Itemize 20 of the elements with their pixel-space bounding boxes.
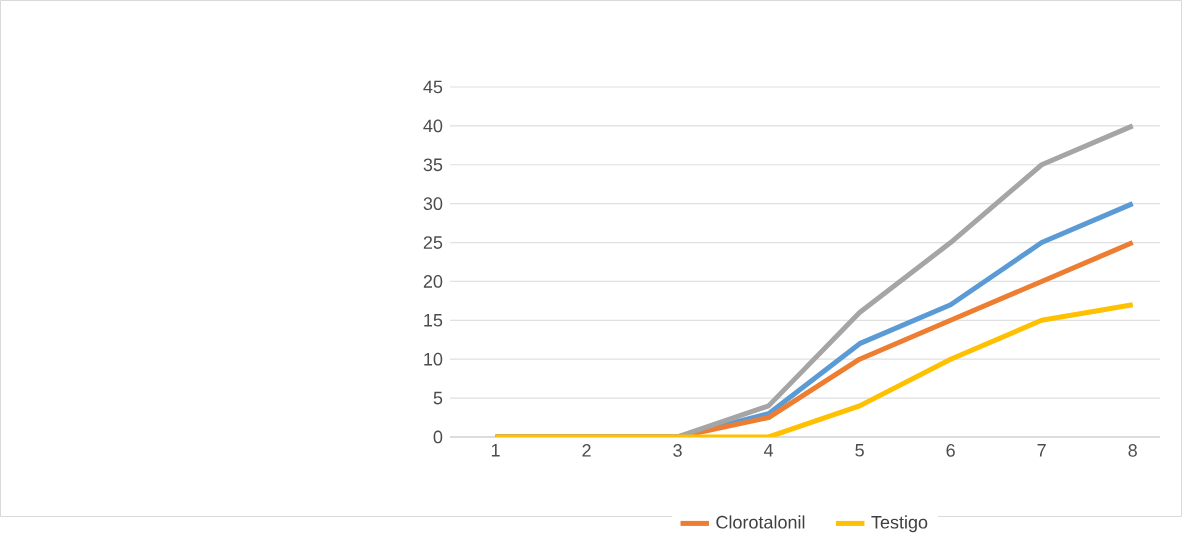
y-tick-label: 10 [424, 352, 443, 366]
x-tick-label: 2 [582, 443, 591, 457]
legend-label: Testigo [871, 515, 928, 532]
y-tick-label: 25 [423, 235, 443, 249]
y-tick-label: 20 [423, 274, 443, 288]
y-tick-label: 0 [433, 430, 443, 444]
y-tick-label: 5 [433, 391, 443, 405]
x-tick-label: 7 [1037, 443, 1046, 457]
y-tick-label: 40 [423, 119, 443, 133]
x-tick-label: 6 [946, 443, 955, 457]
x-tick-label: 5 [855, 443, 864, 457]
legend-label: Clorotalonil [716, 515, 805, 529]
y-tick-label: 30 [423, 197, 443, 210]
x-tick-label: 8 [1128, 443, 1137, 457]
x-tick-label: 1 [491, 443, 500, 457]
y-tick-label: 15 [424, 313, 443, 327]
x-tick-label: 4 [764, 443, 774, 457]
y-tick-label: 35 [423, 158, 443, 171]
y-tick-label: 45 [423, 80, 443, 94]
x-tick-label: 3 [673, 443, 682, 457]
